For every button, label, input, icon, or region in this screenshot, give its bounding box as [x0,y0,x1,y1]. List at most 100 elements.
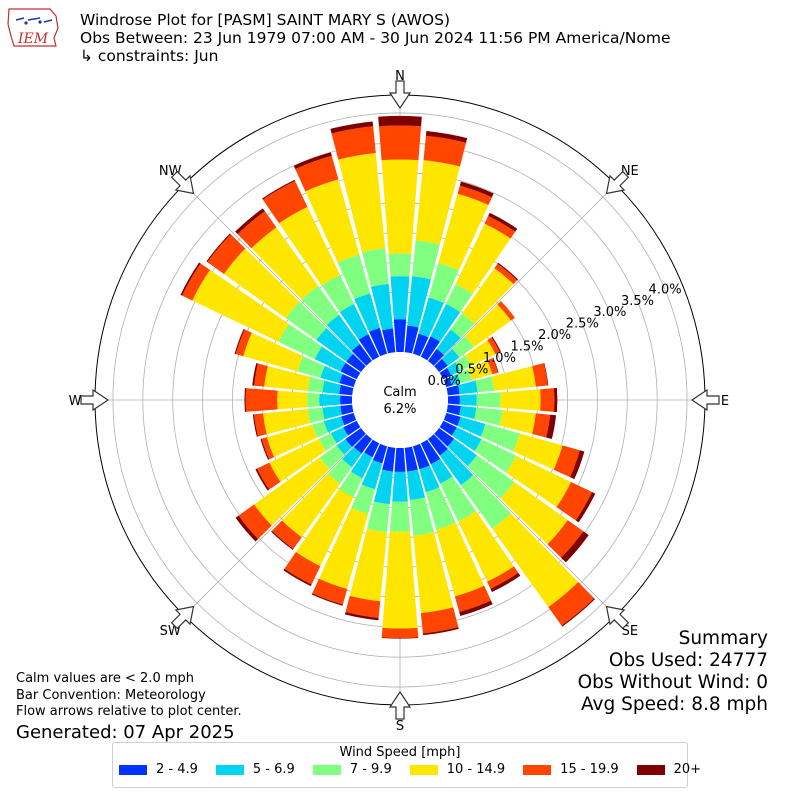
iem-logo: IEM [6,6,62,52]
windrose-bar-segment [475,376,495,393]
windrose-bar-segment [446,404,461,416]
windrose-bar-segment [438,193,489,271]
windrose-bar-segment [344,612,379,621]
legend-label: 20+ [673,762,702,777]
windrose-bar-segment [440,476,477,522]
windrose-bar-segment [409,497,434,536]
radial-tick-label: 2.5% [566,317,599,332]
windrose-bar-segment [307,407,325,424]
windrose-bar-segment [369,327,388,357]
windrose-bar-segment [474,439,517,473]
windrose-bar-segment [499,410,536,434]
windrose-bar-segment [339,373,357,388]
windrose-bar-segment [262,180,308,224]
windrose-bar-segment [301,285,340,326]
windrose-bar-segment [423,135,467,167]
windrose-bar-segment [342,447,362,468]
windrose-bar-segment [449,373,461,386]
windrose-bar-segment [446,385,460,396]
chart-title-block: Windrose Plot for [PASM] SAINT MARY S (A… [80,11,670,65]
windrose-bar-segment [307,392,320,408]
windrose-bar-segment [330,121,374,134]
windrose-bar-segment [192,269,289,342]
windrose-bar-segment [419,465,440,493]
windrose-bar-segment [561,598,595,627]
windrose-bar-segment [254,413,267,437]
windrose-bar-segment [430,303,461,342]
windrose-bar-segment [254,457,330,526]
windrose-bar-segment [237,211,277,249]
windrose-bar-segment [491,366,536,391]
windrose-bar-segment [350,452,373,479]
grid-spoke [399,184,616,401]
windrose-bar-segment [465,304,511,348]
windrose-bar-segment [264,366,311,391]
flow-arrow [605,170,630,195]
windrose-bar-segment [277,390,308,410]
windrose-bar-segment [338,152,386,253]
windrose-bar-segment [452,336,475,358]
windrose-bar-segment [373,469,393,505]
windrose-bar-segment [322,380,341,395]
windrose-bar-segment [320,365,343,384]
windrose-bar-segment [346,353,366,373]
legend-label: 15 - 19.9 [560,762,619,777]
windrose-bar-segment [455,355,472,371]
polar-overlay: Calm 6.2% [352,352,448,448]
windrose-bar-segment [295,155,339,192]
windrose-bar-segment [443,377,452,388]
windrose-bar-segment [427,434,448,456]
windrose-bar-segment [487,566,519,589]
logo-text: IEM [17,31,49,47]
flow-arrow [388,690,412,720]
radial-tick-labels: 0.0%0.5%1.0%1.5%2.0%2.5%3.0%3.5%4.0% [428,282,682,388]
windrose-bar-segment [339,303,369,340]
windrose-bar-segment [256,462,281,490]
windrose-bar-segment [345,595,381,618]
windrose-bar-segment [382,531,418,629]
windrose-bar-segment [436,522,485,597]
windrose-bar-segment [381,627,419,639]
legend-swatch [523,764,552,775]
windrose-bar-segment [476,392,501,408]
windrose-bar-segment [497,301,515,321]
windrose-bar-segment [455,223,511,294]
calm-label: Calm [383,385,416,400]
flow-arrows [80,80,720,720]
windrose-bar-segment [318,507,369,589]
windrose-bar-segment [412,240,440,280]
windrose-bar-segment [543,362,549,386]
windrose-bar-segment [506,455,572,508]
windrose-bar-segment [235,515,259,542]
windrose-bar-segment [457,416,486,437]
legend-items: 2 - 4.9 5 - 6.9 7 - 9.9 10 - 14.9 15 - 1… [113,762,701,777]
windrose-bar-segment [389,501,411,532]
windrose-bar-segment [439,448,474,486]
windrose-bar-segment [182,263,210,301]
windrose-bar-segment [457,185,492,205]
windrose-bar-segment [223,248,300,319]
windrose-bar-segment [337,254,371,300]
windrose-bar-segment [458,380,478,395]
windrose-bar-segment [459,394,477,406]
windrose-bar-segment [238,504,272,539]
flow-arrow [170,170,195,195]
legend-item: 20+ [636,762,702,777]
notes-panel: Calm values are < 2.0 mph Bar Convention… [16,671,242,744]
windrose-bar-segment [364,439,380,458]
windrose-bar-segment [361,460,383,490]
windrose-bar-segment [484,216,516,239]
windrose-bar-segment [418,297,445,338]
legend-label: 10 - 14.9 [446,762,506,777]
windrose-bar-segment [462,268,514,324]
windrose-bar-segment [430,458,453,484]
windrose-bar-segment [381,637,419,639]
windrose-bar-segment [447,438,477,467]
windrose-bar-segment [339,471,363,498]
calm-value: 6.2% [383,402,416,417]
summary-avg-speed: Avg Speed: 8.8 mph [580,694,768,715]
windrose-bar-segment [251,227,319,300]
windrose-bar-segment [513,433,563,470]
legend: Wind Speed [mph] 2 - 4.9 5 - 6.9 7 - 9.9… [112,742,701,788]
windrose-bar-segment [262,179,296,200]
